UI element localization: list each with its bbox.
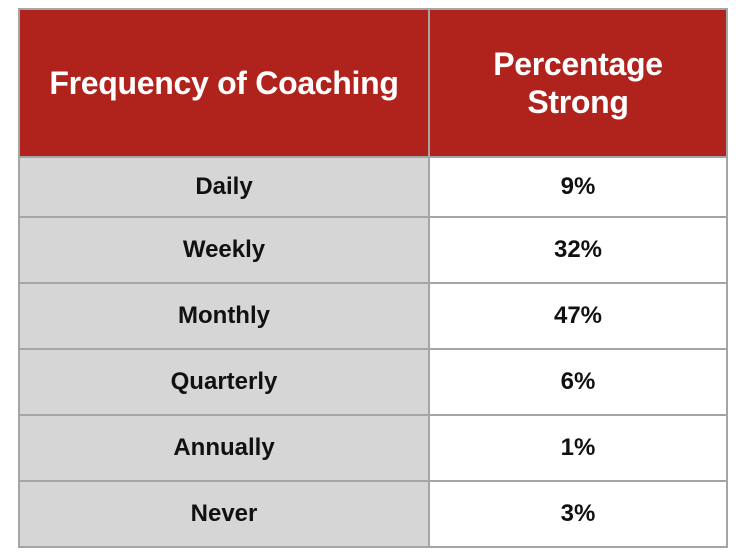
header-percentage-strong: Percentage Strong bbox=[428, 8, 728, 158]
coaching-frequency-table: Frequency of Coaching Percentage Strong … bbox=[18, 8, 728, 548]
frequency-cell: Annually bbox=[18, 414, 430, 482]
header-frequency-of-coaching: Frequency of Coaching bbox=[18, 8, 430, 158]
table-row: Monthly 47% bbox=[18, 282, 728, 350]
frequency-cell: Weekly bbox=[18, 216, 430, 284]
frequency-cell: Monthly bbox=[18, 282, 430, 350]
table-row: Daily 9% bbox=[18, 156, 728, 218]
percentage-cell: 1% bbox=[428, 414, 728, 482]
percentage-cell: 9% bbox=[428, 156, 728, 218]
table-row: Weekly 32% bbox=[18, 216, 728, 284]
percentage-cell: 3% bbox=[428, 480, 728, 548]
frequency-cell: Never bbox=[18, 480, 430, 548]
table-row: Quarterly 6% bbox=[18, 348, 728, 416]
table-row: Annually 1% bbox=[18, 414, 728, 482]
percentage-cell: 47% bbox=[428, 282, 728, 350]
percentage-cell: 32% bbox=[428, 216, 728, 284]
table-header-row: Frequency of Coaching Percentage Strong bbox=[18, 8, 728, 158]
percentage-cell: 6% bbox=[428, 348, 728, 416]
frequency-cell: Daily bbox=[18, 156, 430, 218]
frequency-cell: Quarterly bbox=[18, 348, 430, 416]
table-row: Never 3% bbox=[18, 480, 728, 548]
